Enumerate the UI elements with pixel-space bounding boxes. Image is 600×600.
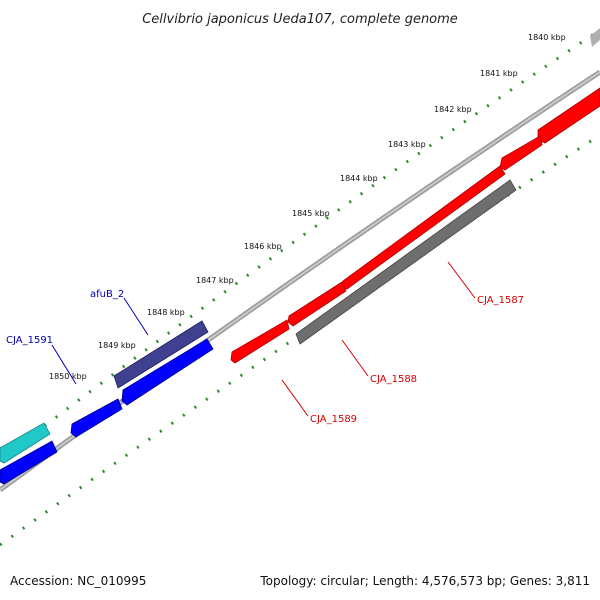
gene-arrow-cyan-1[interactable] <box>0 422 51 464</box>
gene-arrows <box>0 87 600 485</box>
gene-label-afub2[interactable]: afuB_2 <box>90 289 124 300</box>
kbp-label-1848: 1848 kbp <box>147 308 185 317</box>
gene-arrow-red-2[interactable] <box>499 135 543 171</box>
kbp-label-1845: 1845 kbp <box>292 209 330 218</box>
accession-text: Accession: NC_010995 <box>10 574 146 588</box>
kbp-label-1850: 1850 kbp <box>49 372 87 381</box>
kbp-label-1843: 1843 kbp <box>388 140 426 149</box>
kbp-label-1840: 1840 kbp <box>528 33 566 42</box>
kbp-label-1847: 1847 kbp <box>196 276 234 285</box>
gene-arrow-gray-1[interactable] <box>295 179 517 345</box>
gene-arrow-blue-1[interactable] <box>121 338 214 406</box>
gene-labels: CJA_1587 CJA_1588 CJA_1589 afuB_2 CJA_15… <box>6 289 524 425</box>
gene-arrow-blue-2[interactable] <box>70 398 123 438</box>
gene-label-leaders <box>51 261 476 417</box>
gene-label-cja1587[interactable]: CJA_1587 <box>477 295 524 306</box>
gene-arrow-red-5[interactable] <box>230 319 290 364</box>
kbp-label-1841: 1841 kbp <box>480 69 518 78</box>
kbp-label-1849: 1849 kbp <box>98 341 136 350</box>
kbp-labels: 1840 kbp 1841 kbp 1842 kbp 1843 kbp 1844… <box>49 33 566 381</box>
map-title: Cellvibrio japonicus Ueda107, complete g… <box>142 12 458 27</box>
gene-arrow-gray-top[interactable] <box>590 28 600 47</box>
kbp-label-1846: 1846 kbp <box>244 242 282 251</box>
outer-tick-ring <box>0 28 600 462</box>
kbp-label-1844: 1844 kbp <box>340 174 378 183</box>
gene-label-cja1589[interactable]: CJA_1589 <box>310 414 357 425</box>
gene-arrow-blue-3[interactable] <box>0 440 58 485</box>
gene-arrow-red-1[interactable] <box>537 87 600 144</box>
kbp-label-1842: 1842 kbp <box>434 105 472 114</box>
gene-arrow-red-4[interactable] <box>287 281 347 327</box>
gene-label-cja1591[interactable]: CJA_1591 <box>6 335 53 346</box>
gene-arrow-navy-1[interactable] <box>113 320 209 389</box>
gene-label-cja1588[interactable]: CJA_1588 <box>370 374 417 385</box>
topology-text: Topology: circular; Length: 4,576,573 bp… <box>259 574 590 588</box>
